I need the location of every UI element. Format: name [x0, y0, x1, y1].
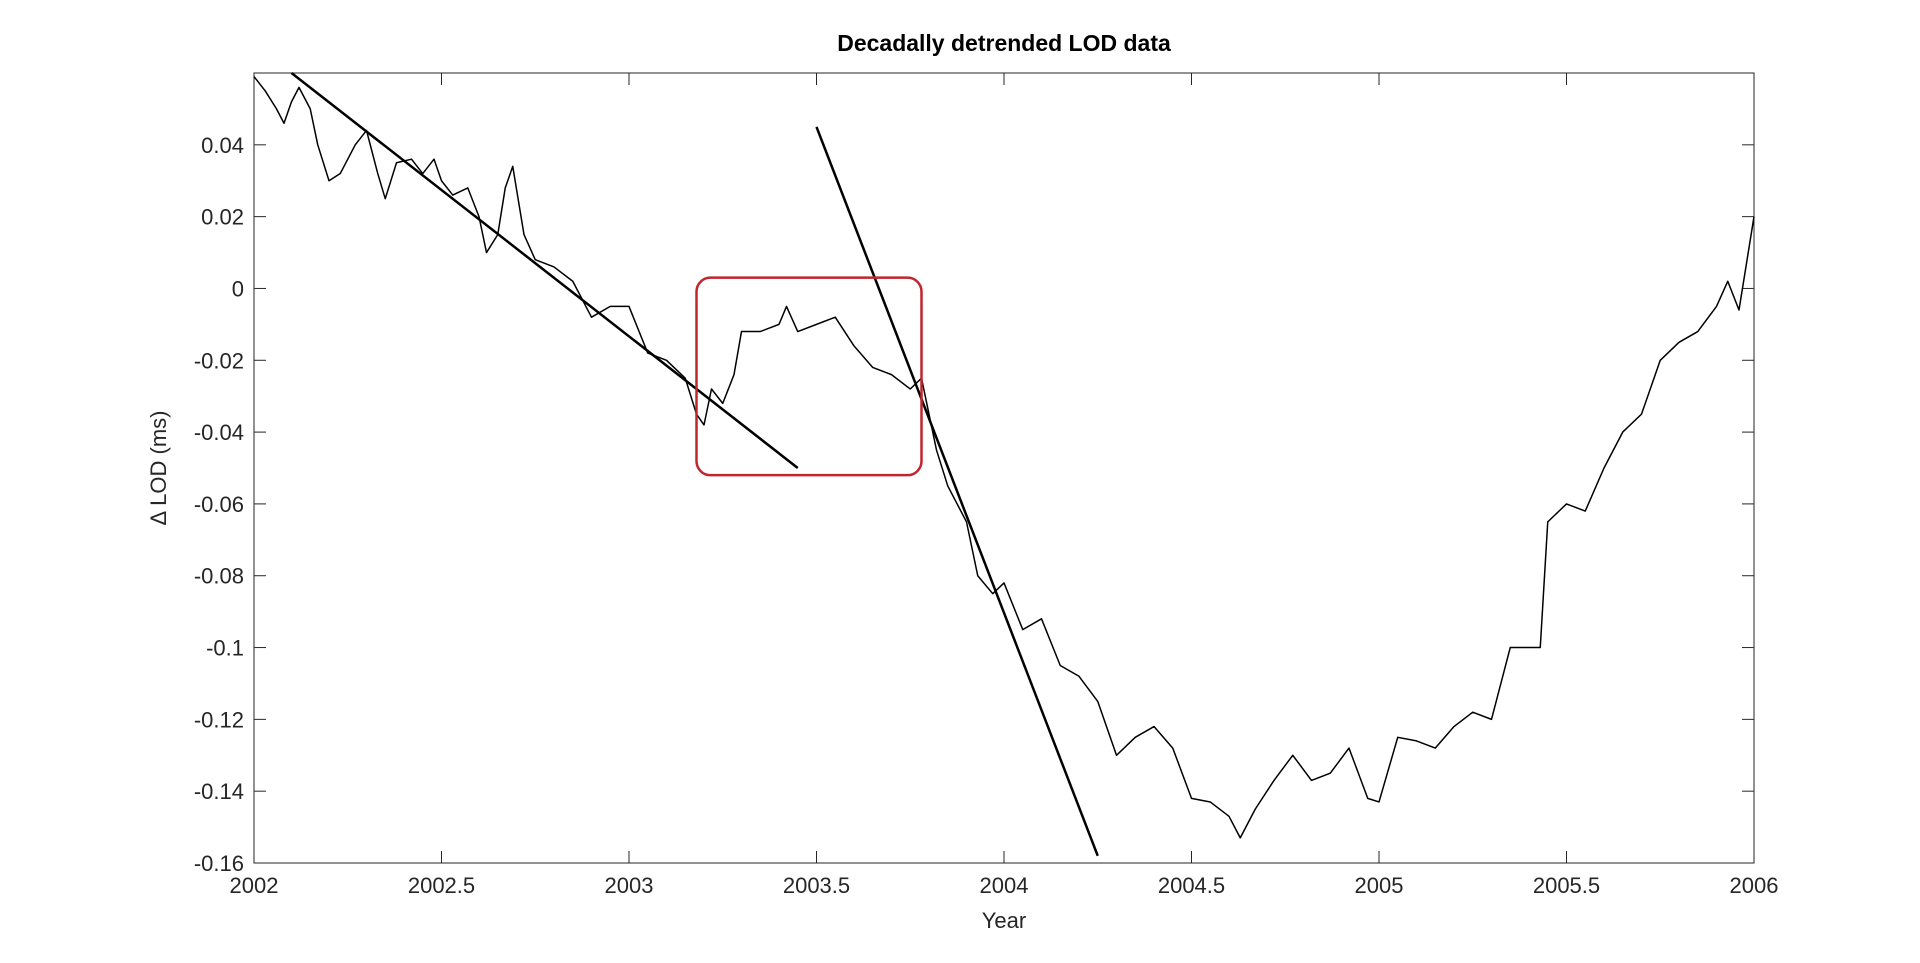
x-tick-label: 2002.5 [408, 873, 475, 898]
data-line [253, 76, 1755, 839]
chart-title: Decadally detrended LOD data [837, 30, 1171, 56]
data-line [815, 126, 1099, 857]
y-tick-label: -0.14 [194, 779, 244, 804]
x-tick-label: 2003 [605, 873, 654, 898]
y-tick-label: -0.08 [194, 564, 244, 589]
highlight-box [695, 276, 923, 477]
x-tick-label: 2004 [980, 873, 1029, 898]
x-tick-label: 2005.5 [1533, 873, 1600, 898]
plot-area [253, 72, 1755, 864]
y-tick-label: 0 [232, 276, 244, 301]
y-tick-label: -0.12 [194, 707, 244, 732]
y-tick-label: -0.04 [194, 420, 244, 445]
y-tick-label: -0.06 [194, 492, 244, 517]
y-tick-label: -0.16 [194, 851, 244, 876]
x-tick-label: 2002 [230, 873, 279, 898]
y-tick-label: 0.02 [201, 205, 244, 230]
x-tick-label: 2003.5 [783, 873, 850, 898]
y-tick-label: -0.02 [194, 348, 244, 373]
y-tick-label: 0.04 [201, 133, 244, 158]
x-tick-label: 2005 [1355, 873, 1404, 898]
data-line [290, 72, 799, 469]
x-axis-label: Year [982, 908, 1026, 933]
y-tick-label: -0.1 [206, 636, 244, 661]
x-tick-label: 2004.5 [1158, 873, 1225, 898]
x-tick-label: 2006 [1730, 873, 1779, 898]
y-axis-label: Δ LOD (ms) [146, 411, 171, 526]
